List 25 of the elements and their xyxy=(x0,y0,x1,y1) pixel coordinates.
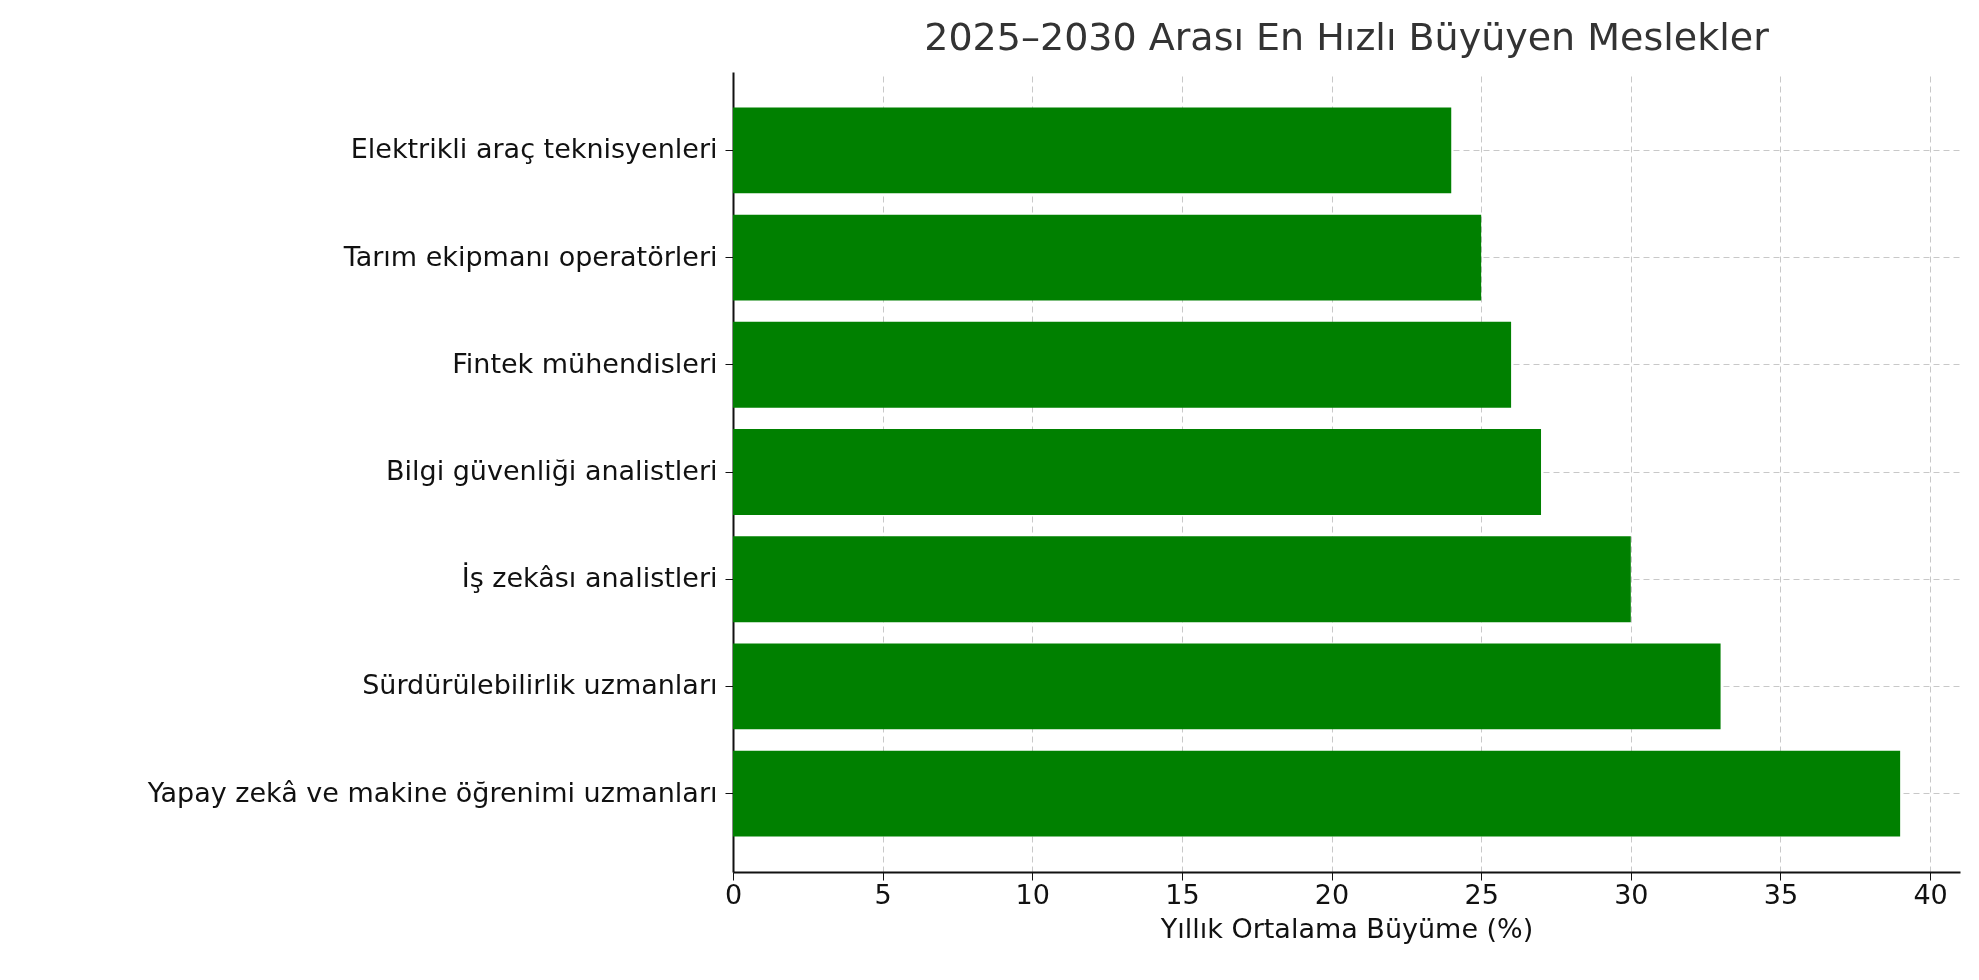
bar xyxy=(733,536,1631,623)
x-tick-label: 40 xyxy=(1913,878,1948,910)
chart-title: 2025–2030 Arası En Hızlı Büyüyen Meslekler xyxy=(924,15,1770,59)
y-tick-label: İş zekâsı analistleri xyxy=(461,562,718,594)
bar xyxy=(733,429,1542,515)
bar xyxy=(733,750,1901,837)
y-tick-label: Yapay zekâ ve makine öğrenimi uzmanları xyxy=(146,776,718,808)
x-tick-label: 25 xyxy=(1464,878,1499,910)
y-tick-label: Bilgi güvenliği analistleri xyxy=(385,455,718,486)
x-tick-label: 35 xyxy=(1763,878,1799,910)
bar xyxy=(733,643,1721,730)
y-tick-label: Fintek mühendisleri xyxy=(452,347,718,379)
x-tick-label: 10 xyxy=(1015,878,1050,910)
x-tick-label: 15 xyxy=(1165,878,1200,910)
x-tick-label: 5 xyxy=(874,878,892,910)
y-tick-label: Tarım ekipmanı operatörleri xyxy=(342,240,718,272)
x-tick-label: 30 xyxy=(1614,878,1649,910)
bar xyxy=(733,214,1482,301)
x-tick-label: 0 xyxy=(724,878,743,910)
x-axis-title: Yıllık Ortalama Büyüme (%) xyxy=(1159,912,1534,944)
bar xyxy=(733,321,1512,408)
x-tick-label: 20 xyxy=(1314,878,1350,910)
bar xyxy=(733,107,1452,194)
y-tick-label: Elektrikli araç teknisyenleri xyxy=(350,133,718,165)
y-tick-label: Sürdürülebilirlik uzmanları xyxy=(362,669,718,701)
